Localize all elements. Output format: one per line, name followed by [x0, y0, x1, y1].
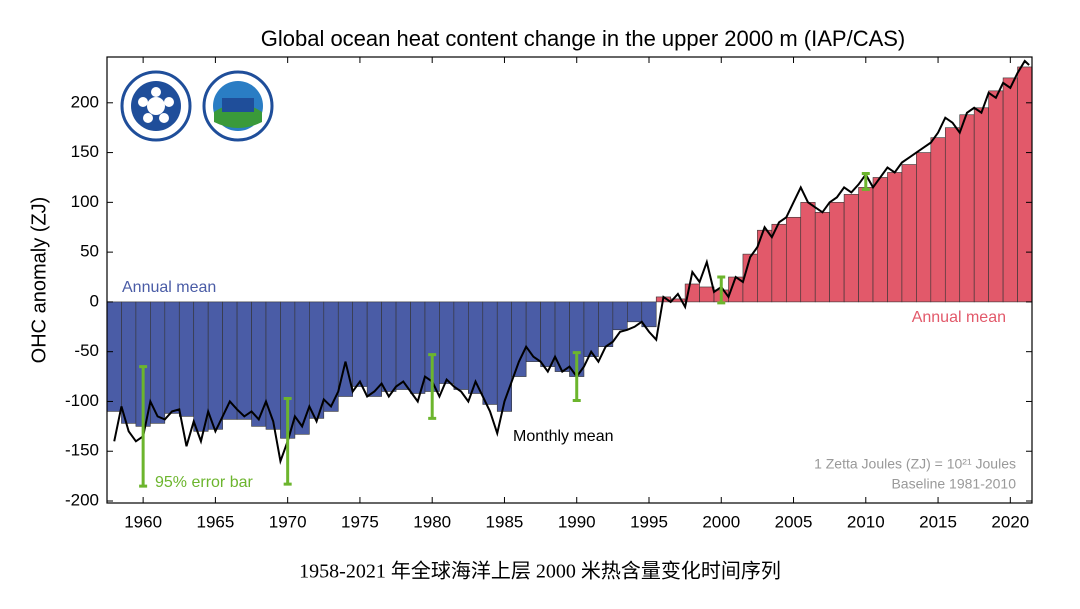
- bar: [207, 301, 223, 430]
- x-tick-label: 1970: [269, 512, 307, 531]
- bar: [973, 107, 989, 303]
- bar: [612, 301, 628, 331]
- x-tick-label: 2015: [919, 512, 957, 531]
- y-tick-label: -50: [74, 341, 99, 360]
- bar: [236, 301, 252, 420]
- bar: [439, 301, 455, 384]
- y-tick-label: -100: [65, 391, 99, 410]
- x-tick-label: 1995: [630, 512, 668, 531]
- error-bar: [428, 353, 437, 420]
- bar: [771, 223, 787, 303]
- error-bar: [139, 365, 148, 488]
- x-tick-label: 1980: [413, 512, 451, 531]
- bar: [511, 301, 527, 377]
- bar: [699, 286, 715, 303]
- bar: [627, 301, 643, 323]
- error-bar: [572, 351, 581, 402]
- bar: [930, 137, 946, 303]
- monthly-line: [113, 59, 1030, 466]
- bar: [453, 301, 469, 390]
- x-tick-label: 1965: [196, 512, 234, 531]
- x-tick-label: 1960: [124, 512, 162, 531]
- bar: [381, 301, 397, 392]
- bar: [829, 202, 845, 303]
- x-tick-label: 1985: [486, 512, 524, 531]
- bar: [106, 301, 122, 412]
- y-tick-label: 50: [80, 242, 99, 261]
- bar: [814, 212, 830, 303]
- bar: [395, 301, 411, 390]
- bar: [887, 172, 903, 303]
- bar: [988, 90, 1004, 303]
- bar: [641, 301, 657, 328]
- x-tick-label: 2020: [991, 512, 1029, 531]
- bar: [583, 301, 599, 357]
- x-tick-label: 2000: [702, 512, 740, 531]
- bar: [193, 301, 209, 432]
- bar: [598, 301, 614, 348]
- error-bar: [861, 171, 870, 191]
- y-tick-label: 0: [90, 291, 99, 310]
- bar: [843, 194, 859, 303]
- bar: [785, 216, 802, 303]
- annotation: Monthly mean: [513, 428, 614, 445]
- x-tick-label: 2005: [775, 512, 813, 531]
- y-tick-label: -200: [65, 490, 99, 509]
- bar: [858, 187, 874, 303]
- bar: [410, 301, 426, 394]
- error-bar: [717, 275, 726, 305]
- plot-frame: [106, 56, 1033, 504]
- annotation: Annual mean: [122, 279, 216, 296]
- bar: [901, 164, 917, 303]
- error-bar: [283, 396, 292, 486]
- y-tick-label: 200: [71, 92, 99, 111]
- bar: [482, 301, 498, 405]
- bar: [959, 114, 975, 303]
- annotation: Baseline 1981-2010: [891, 476, 1016, 492]
- bar: [1017, 66, 1033, 303]
- x-tick-label: 2010: [847, 512, 885, 531]
- bar: [1002, 77, 1018, 303]
- bar: [540, 301, 556, 367]
- bar: [872, 177, 888, 303]
- logo-iap: [202, 70, 274, 142]
- x-tick-label: 1990: [558, 512, 596, 531]
- annotation: Annual mean: [912, 309, 1006, 326]
- bar: [944, 127, 961, 303]
- bar: [525, 301, 541, 362]
- caption: 1958-2021 年全球海洋上层 2000 米热含量变化时间序列: [299, 560, 781, 583]
- bar: [800, 202, 816, 303]
- bar: [496, 301, 512, 412]
- y-tick-label: 100: [71, 192, 99, 211]
- annotation: 95% error bar: [155, 474, 253, 491]
- y-tick-label: 150: [71, 142, 99, 161]
- logo-cas: [120, 70, 192, 142]
- bar: [916, 152, 932, 303]
- bar: [121, 301, 137, 424]
- bar: [164, 301, 180, 414]
- x-tick-label: 1975: [341, 512, 379, 531]
- bar: [352, 301, 368, 387]
- bar: [366, 301, 382, 397]
- y-axis-label: OHC anomaly (ZJ): [28, 197, 50, 364]
- y-tick-label: -150: [65, 441, 99, 460]
- chart-title: Global ocean heat content change in the …: [261, 26, 906, 51]
- bar: [309, 301, 325, 419]
- annotation: 1 Zetta Joules (ZJ) = 10²¹ Joules: [814, 456, 1016, 472]
- bar: [178, 301, 195, 417]
